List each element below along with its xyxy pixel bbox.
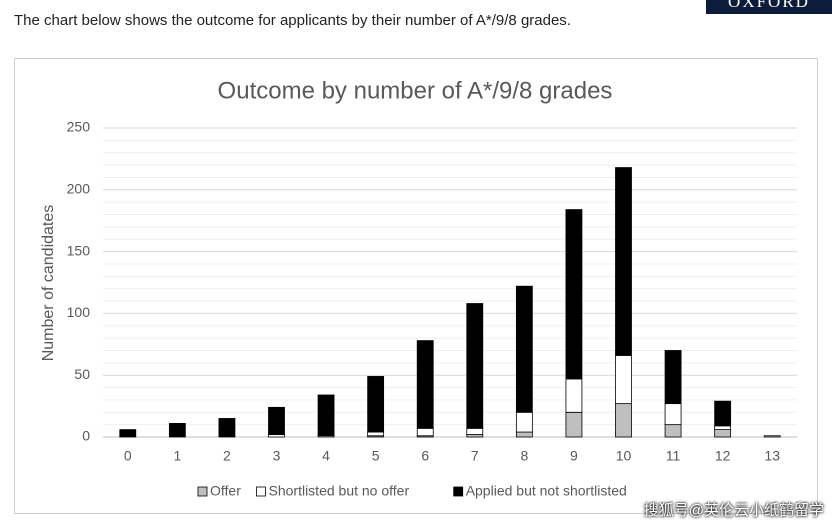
chart-frame (14, 58, 818, 514)
bar-segment (515, 285, 533, 413)
watermark: 搜狐号@英伦云小纸鹤留学 (643, 502, 824, 519)
legend-swatch (197, 486, 208, 497)
legend-label: Offer (210, 483, 241, 499)
x-tick-label: 12 (715, 448, 731, 464)
bar-segment (317, 394, 335, 437)
legend-label: Shortlisted but no offer (269, 483, 410, 499)
legend-label: Applied but not shortlisted (466, 483, 627, 499)
x-tick-label: 0 (124, 448, 132, 464)
y-tick-label: 100 (67, 304, 91, 320)
bar-segment (515, 431, 533, 438)
bar-segment (416, 427, 434, 437)
x-tick-label: 8 (520, 448, 528, 464)
x-tick-label: 10 (616, 448, 632, 464)
bar-segment (763, 435, 781, 438)
bar-segment (268, 406, 285, 435)
bar-segment (714, 400, 732, 427)
y-tick-label: 150 (67, 242, 91, 258)
bar-segment (565, 378, 583, 413)
legend-swatch (453, 486, 464, 497)
bar-segment (466, 427, 484, 435)
y-tick-label: 200 (67, 181, 91, 197)
x-tick-label: 9 (570, 448, 578, 464)
x-tick-label: 5 (372, 448, 380, 464)
x-tick-label: 11 (666, 448, 681, 464)
bar-segment (218, 418, 236, 438)
y-tick-label: 50 (74, 366, 90, 382)
bar-segment (367, 376, 385, 433)
bar-segment (615, 167, 632, 356)
intro-text: The chart below shows the outcome for ap… (14, 12, 571, 29)
bar-segment (168, 423, 186, 438)
bar-segment (565, 209, 583, 380)
x-tick-label: 4 (322, 448, 330, 464)
x-tick-label: 6 (421, 448, 429, 464)
bar-segment (416, 340, 434, 429)
bar-segment (515, 411, 533, 433)
bar-segment (664, 350, 682, 405)
bar-segment (367, 431, 385, 437)
bar-segment (565, 411, 583, 438)
y-tick-label: 250 (67, 119, 91, 135)
x-tick-label: 1 (173, 448, 181, 464)
bar-segment (714, 429, 732, 438)
bar-segment (664, 403, 682, 426)
bar-segment (615, 403, 632, 438)
logo: OXFORD (706, 0, 832, 14)
y-tick-label: 0 (82, 428, 90, 444)
bar-segment (714, 425, 732, 430)
x-tick-label: 7 (471, 448, 479, 464)
chart-title: Outcome by number of A*/9/8 grades (218, 77, 613, 104)
x-tick-label: 13 (764, 448, 780, 464)
x-tick-label: 3 (273, 448, 281, 464)
y-axis-label: Number of candidates (40, 205, 57, 362)
bar-segment (664, 424, 682, 438)
bar-segment (466, 303, 484, 429)
bar-segment (119, 429, 137, 438)
x-tick-label: 2 (223, 448, 231, 464)
legend-swatch (256, 486, 266, 497)
bar-segment (615, 355, 632, 405)
